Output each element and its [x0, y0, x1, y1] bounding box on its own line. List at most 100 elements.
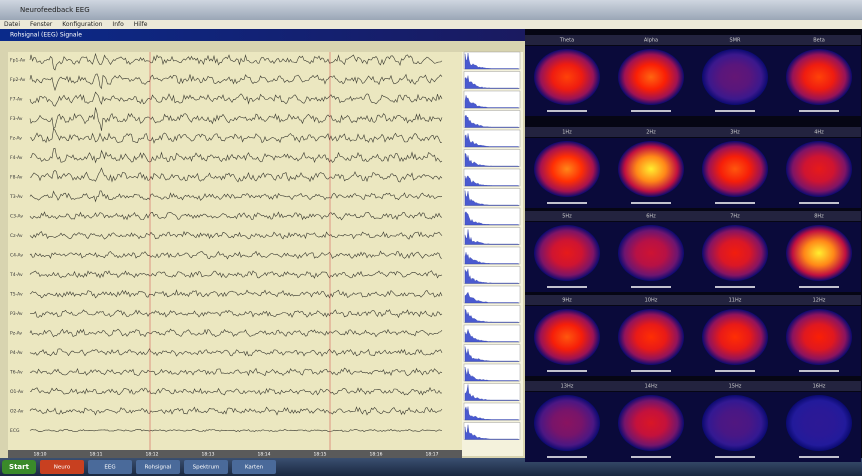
map-label: 3Hz — [730, 130, 740, 136]
eeg-trace — [29, 250, 443, 260]
menu-item[interactable]: Fenster — [30, 21, 53, 28]
spectrum — [464, 114, 520, 128]
taskbar-item[interactable] — [88, 460, 132, 474]
map-label-bar — [693, 381, 777, 391]
taskbar-item[interactable] — [136, 460, 180, 474]
topomap — [702, 49, 768, 105]
panel-header — [0, 29, 525, 41]
spectrum — [464, 52, 520, 70]
topomap — [702, 141, 768, 197]
map-label: 1Hz — [562, 130, 572, 136]
spectrum — [464, 133, 520, 148]
topomap — [534, 309, 600, 365]
spectrum — [464, 424, 520, 440]
map-label-bar — [693, 211, 777, 221]
eeg-trace — [29, 211, 443, 221]
map-label-bar — [525, 211, 609, 221]
channel-label: ECG — [10, 428, 20, 434]
map-label-bar — [525, 127, 609, 137]
eeg-trace — [29, 91, 443, 107]
channel-label: T6-Av — [9, 370, 23, 376]
topomap — [702, 309, 768, 365]
taskbar-label: Karten — [245, 465, 264, 471]
eeg-trace — [29, 348, 443, 357]
topomap — [786, 395, 852, 451]
eeg-trace — [29, 406, 443, 416]
spectrum — [464, 268, 520, 284]
time-label: 18:17 — [426, 452, 439, 458]
topomap — [702, 395, 768, 451]
channel-label: T3-Av — [9, 194, 23, 200]
menu-item[interactable]: Datei — [4, 21, 20, 28]
window-title: Neurofeedback EEG — [20, 6, 90, 14]
spectrum — [464, 190, 520, 206]
map-label-bar — [693, 35, 777, 45]
map-label: Beta — [813, 38, 825, 44]
channel-label: F8-Av — [10, 175, 23, 181]
map-label: 7Hz — [730, 214, 740, 220]
channel-label: Pz-Av — [10, 331, 22, 337]
menu-item[interactable]: Konfiguration — [62, 21, 102, 28]
map-label-bar — [777, 211, 861, 221]
channel-label: O2-Av — [10, 409, 24, 415]
map-label-bar — [693, 127, 777, 137]
eeg-trace — [29, 107, 443, 131]
channel-label: T5-Av — [9, 292, 23, 298]
menu-item[interactable]: Hilfe — [134, 21, 148, 28]
map-label-bar — [609, 211, 693, 221]
channel-label: F4-Av — [10, 155, 23, 161]
map-label: SMR — [730, 38, 741, 44]
spectrum — [464, 291, 520, 304]
spectrum — [464, 75, 520, 89]
eeg-trace — [29, 367, 443, 377]
topomap — [534, 49, 600, 105]
map-label-bar — [693, 295, 777, 305]
time-label: 18:12 — [146, 452, 159, 458]
eeg-trace — [29, 167, 443, 183]
start-button[interactable] — [2, 460, 36, 474]
menu-item[interactable]: Info — [112, 21, 124, 28]
topomap — [534, 141, 600, 197]
topomap — [534, 225, 600, 281]
channel-label: F7-Av — [10, 97, 23, 103]
spectrum — [464, 308, 520, 323]
taskbar-label: EEG — [104, 465, 115, 471]
taskbar-item[interactable] — [232, 460, 276, 474]
eeg-trace — [29, 128, 443, 144]
channel-label: C3-Av — [10, 214, 23, 220]
spectrum — [464, 406, 520, 421]
spectrum — [464, 384, 520, 401]
taskbar-item[interactable] — [40, 460, 84, 474]
map-label: 12Hz — [813, 298, 826, 304]
start-label: Start — [9, 463, 30, 471]
map-label-bar — [525, 35, 609, 45]
channel-label: P3-Av — [10, 311, 23, 317]
eeg-trace — [29, 147, 443, 164]
map-label: 9Hz — [562, 298, 572, 304]
time-label: 18:16 — [370, 452, 383, 458]
topomap — [618, 395, 684, 451]
topomap — [618, 49, 684, 105]
spectrum — [464, 252, 520, 265]
map-label: 11Hz — [729, 298, 742, 304]
topomap — [618, 225, 684, 281]
map-label-bar — [609, 35, 693, 45]
map-label-bar — [609, 295, 693, 305]
topomap — [786, 49, 852, 105]
spectrum — [464, 153, 520, 167]
eeg-trace — [29, 328, 443, 338]
channel-label: Fz-Av — [10, 136, 22, 142]
channel-label: Fp2-Av — [10, 77, 26, 83]
eeg-trace — [29, 309, 443, 319]
map-label-bar — [777, 127, 861, 137]
menu-bar — [0, 20, 862, 29]
map-label: 5Hz — [562, 214, 572, 220]
taskbar-item[interactable] — [184, 460, 228, 474]
spectrum — [464, 346, 520, 362]
panel-title: Rohsignal (EEG) Signale — [10, 32, 82, 39]
spectrum — [464, 366, 520, 382]
map-label: 14Hz — [645, 384, 658, 390]
map-label: 13Hz — [561, 384, 574, 390]
